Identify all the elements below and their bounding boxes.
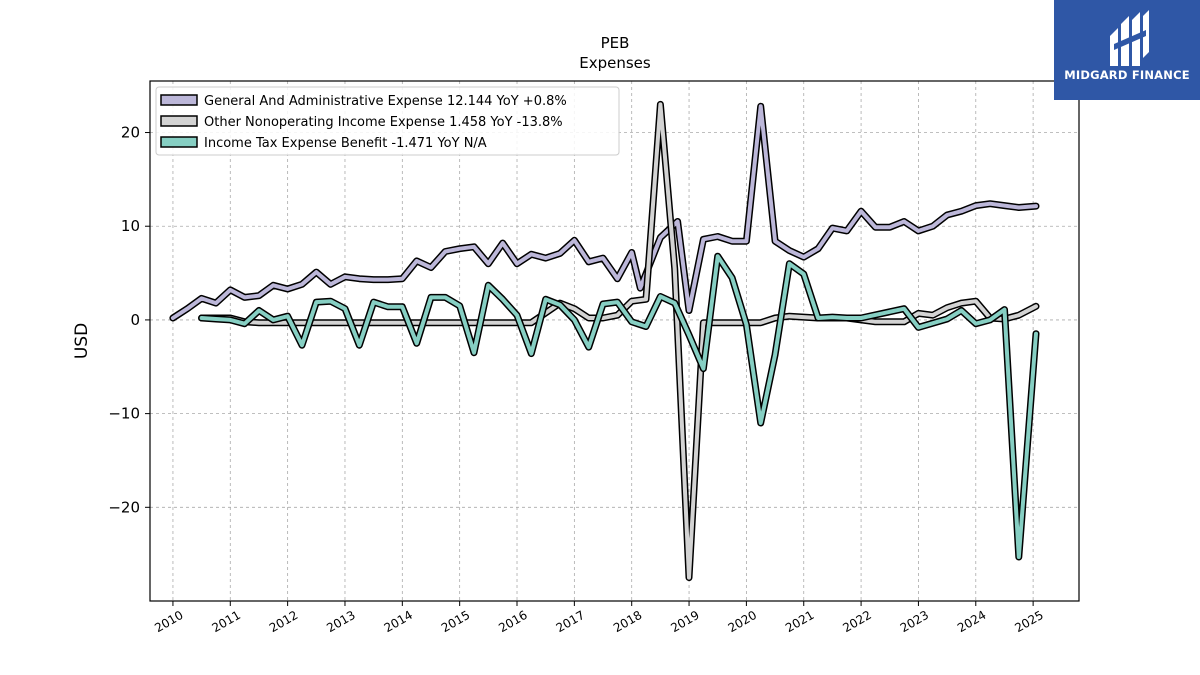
- x-tick-label: 2011: [210, 608, 243, 635]
- y-tick-label: −10: [108, 405, 140, 423]
- series-2-line: [199, 102, 1038, 580]
- midgard-finance-logo: MIDGARD FINANCE: [1054, 0, 1200, 100]
- legend-box: [155, 86, 620, 156]
- x-tick-label: 2016: [496, 608, 529, 635]
- x-tick-label: 2021: [783, 608, 816, 635]
- x-tick-label: 2020: [726, 608, 759, 635]
- x-tick-label: 2023: [898, 608, 931, 635]
- midgard-logo-icon: [1110, 10, 1149, 66]
- legend-label: Other Nonoperating Income Expense 1.458 …: [204, 115, 563, 130]
- legend-swatch: [160, 136, 198, 148]
- series-1-line: [170, 104, 1038, 320]
- x-tick-label: 2018: [611, 608, 644, 635]
- x-tick-label: 2015: [439, 608, 472, 635]
- x-tick-label: 2010: [152, 608, 185, 635]
- chart-title: PEB: [601, 34, 630, 52]
- plot-frame: [149, 80, 1080, 602]
- x-axis: 2010 2011 2012 2013 2014 2015 2016 2017 2018 2019…: [152, 601, 1046, 635]
- grid: [150, 81, 1079, 601]
- y-axis-label: USD: [72, 323, 92, 359]
- chart-subtitle: Expenses: [579, 54, 651, 72]
- legend-label: Income Tax Expense Benefit -1.471 YoY N/…: [204, 136, 487, 151]
- series-3-line: [199, 254, 1038, 559]
- series-layer: [169, 100, 1040, 582]
- x-tick-label: 2024: [955, 608, 988, 635]
- legend-swatch: [160, 94, 198, 106]
- x-tick-label: 2013: [324, 608, 357, 635]
- brand-name: MIDGARD FINANCE: [1064, 68, 1190, 82]
- y-tick-label: 20: [121, 124, 140, 142]
- x-tick-label: 2019: [668, 608, 701, 635]
- legend-label: General And Administrative Expense 12.14…: [204, 94, 567, 109]
- legend-swatch: [160, 115, 198, 127]
- legend: General And Administrative Expense 12.14…: [155, 86, 620, 156]
- y-axis: −20 −10 0 10 20: [108, 124, 150, 516]
- x-tick-label: 2025: [1012, 608, 1045, 635]
- x-tick-label: 2017: [554, 608, 587, 635]
- x-tick-label: 2022: [840, 608, 873, 635]
- y-tick-label: −20: [108, 498, 140, 516]
- y-tick-label: 0: [130, 311, 140, 329]
- series-2-outline: [198, 100, 1040, 582]
- y-tick-label: 10: [121, 217, 140, 235]
- x-tick-label: 2014: [382, 608, 415, 635]
- x-tick-label: 2012: [267, 608, 300, 635]
